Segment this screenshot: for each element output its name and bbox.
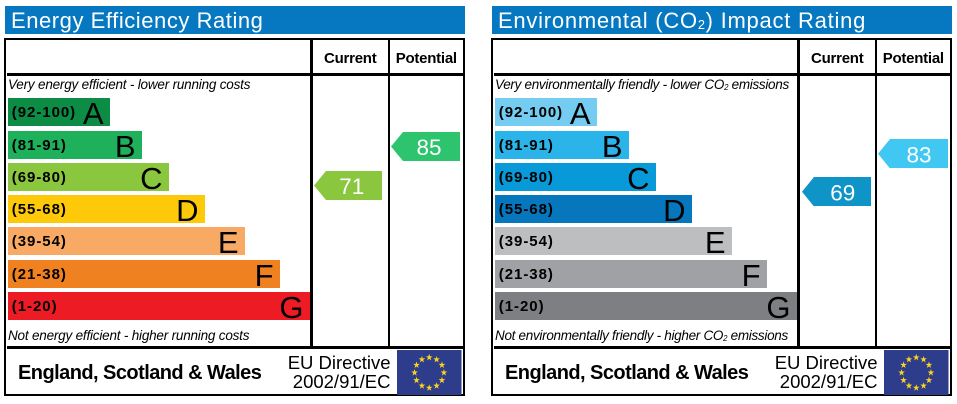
svg-text:83: 83: [906, 142, 931, 167]
svg-text:69: 69: [830, 180, 855, 205]
svg-text:85: 85: [416, 135, 441, 160]
svg-text:71: 71: [339, 174, 364, 199]
